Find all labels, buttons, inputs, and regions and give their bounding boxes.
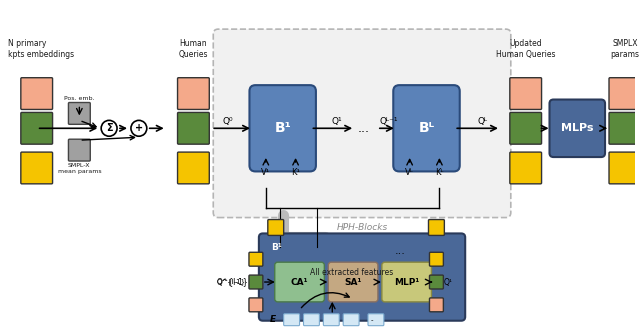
FancyBboxPatch shape <box>249 298 263 312</box>
Text: Kᴸ: Kᴸ <box>435 168 444 177</box>
Text: E: E <box>269 315 276 324</box>
Text: V¹: V¹ <box>261 168 270 177</box>
Text: MLP¹: MLP¹ <box>394 277 419 287</box>
FancyBboxPatch shape <box>249 275 263 289</box>
Text: Q⁰: Q⁰ <box>223 117 234 126</box>
Text: ...: ... <box>358 122 370 135</box>
FancyBboxPatch shape <box>21 152 52 184</box>
Text: +: + <box>135 123 143 133</box>
FancyBboxPatch shape <box>260 236 294 267</box>
FancyBboxPatch shape <box>68 139 90 161</box>
Text: Q¹: Q¹ <box>444 277 452 287</box>
FancyBboxPatch shape <box>510 113 541 144</box>
Text: B¹: B¹ <box>275 121 291 135</box>
Text: Human
Queries: Human Queries <box>179 39 208 59</box>
Text: SMPLX
params: SMPLX params <box>611 39 639 59</box>
Text: ...: ... <box>394 246 405 256</box>
FancyBboxPatch shape <box>275 262 324 302</box>
FancyBboxPatch shape <box>609 152 640 184</box>
FancyBboxPatch shape <box>323 314 339 326</box>
Text: Q¹: Q¹ <box>332 117 342 126</box>
Text: K¹: K¹ <box>291 168 300 177</box>
FancyBboxPatch shape <box>609 113 640 144</box>
FancyBboxPatch shape <box>259 234 465 321</box>
FancyBboxPatch shape <box>21 113 52 144</box>
Text: B¹: B¹ <box>271 243 282 252</box>
FancyBboxPatch shape <box>177 113 209 144</box>
Text: All extracted features: All extracted features <box>310 268 394 277</box>
Text: Qᴸ: Qᴸ <box>478 117 488 126</box>
Text: SA¹: SA¹ <box>344 277 362 287</box>
FancyBboxPatch shape <box>429 275 444 289</box>
Text: -: - <box>371 317 373 323</box>
FancyBboxPatch shape <box>429 298 444 312</box>
FancyBboxPatch shape <box>268 219 284 236</box>
FancyBboxPatch shape <box>510 78 541 110</box>
Text: Pos. emb.: Pos. emb. <box>64 95 95 100</box>
FancyBboxPatch shape <box>510 152 541 184</box>
Text: Q^{l-1}: Q^{l-1} <box>216 277 248 287</box>
FancyBboxPatch shape <box>68 103 90 124</box>
FancyBboxPatch shape <box>298 236 332 267</box>
Text: Updated
Human Queries: Updated Human Queries <box>496 39 556 59</box>
FancyBboxPatch shape <box>250 85 316 172</box>
Text: SMPL-X
mean params: SMPL-X mean params <box>58 163 101 174</box>
FancyBboxPatch shape <box>177 152 209 184</box>
FancyBboxPatch shape <box>335 236 369 267</box>
Text: HPH-Blocks: HPH-Blocks <box>337 222 388 232</box>
Text: MLPs: MLPs <box>561 123 593 133</box>
FancyBboxPatch shape <box>328 262 378 302</box>
FancyBboxPatch shape <box>550 99 605 157</box>
FancyBboxPatch shape <box>213 29 511 217</box>
FancyBboxPatch shape <box>249 252 263 266</box>
Text: Bᴸ: Bᴸ <box>419 121 435 135</box>
FancyBboxPatch shape <box>609 78 640 110</box>
Text: Qᴸ⁻¹: Qᴸ⁻¹ <box>380 117 398 126</box>
FancyBboxPatch shape <box>429 252 444 266</box>
FancyBboxPatch shape <box>177 78 209 110</box>
Text: Q^{l-1}: Q^{l-1} <box>217 279 246 285</box>
Text: Vᴸ: Vᴸ <box>405 168 414 177</box>
FancyBboxPatch shape <box>303 314 319 326</box>
Circle shape <box>101 120 117 136</box>
FancyBboxPatch shape <box>393 85 460 172</box>
FancyBboxPatch shape <box>382 262 431 302</box>
FancyBboxPatch shape <box>429 219 444 236</box>
FancyBboxPatch shape <box>368 314 384 326</box>
FancyBboxPatch shape <box>21 78 52 110</box>
Text: CA¹: CA¹ <box>291 277 308 287</box>
Text: N primary
kpts embeddings: N primary kpts embeddings <box>8 39 74 59</box>
Circle shape <box>131 120 147 136</box>
Text: Σ: Σ <box>106 123 113 133</box>
FancyBboxPatch shape <box>343 314 359 326</box>
FancyBboxPatch shape <box>284 314 300 326</box>
